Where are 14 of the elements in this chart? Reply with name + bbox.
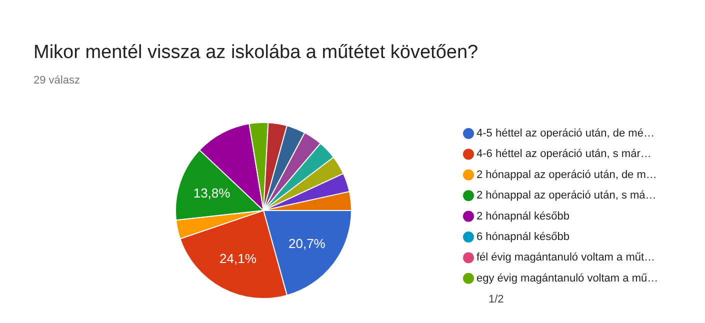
- data-label: 24,1%: [220, 251, 257, 266]
- text: 29 válasz: [34, 74, 80, 86]
- legend-label: 2 hónappal az operáció után, de m…: [476, 168, 657, 181]
- legend-label: fél évig magántanuló voltam a műt…: [476, 252, 656, 264]
- legend-label: 6 hónapnál később: [476, 231, 570, 243]
- legend-label: 4-5 héttel az operáció után, de mé…: [476, 128, 654, 140]
- legend-label: egy évig magántanuló voltam a mű…: [476, 272, 658, 284]
- text: 1/2: [488, 294, 504, 306]
- legend-label: 2 hónappal az operáció után, s má…: [476, 190, 656, 202]
- data-label: 13,8%: [193, 186, 231, 201]
- chart-title: Mikor mentél vissza az iskolába a műtétet követően?: [34, 42, 478, 63]
- data-label: 20,7%: [288, 236, 326, 252]
- legend-label: 4-6 héttel az operáció után, s már…: [476, 148, 652, 160]
- legend-label: 2 hónapnál később: [476, 210, 570, 222]
